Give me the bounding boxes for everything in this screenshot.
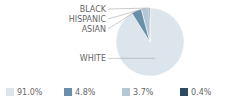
legend-swatch xyxy=(6,88,14,96)
legend-label: 4.8% xyxy=(75,88,96,97)
annotation: HISPANIC xyxy=(69,15,107,24)
annotation: BLACK xyxy=(80,5,107,14)
chart: WHITE ASIANHISPANICBLACK 91.0% 4.8% 3.7% 0.4% xyxy=(0,0,240,100)
legend-label: 0.4% xyxy=(191,88,212,97)
legend-swatch xyxy=(64,88,72,96)
pie-slice xyxy=(141,8,150,42)
leader-line xyxy=(108,58,155,59)
annotations: WHITE ASIANHISPANICBLACK xyxy=(69,5,155,63)
legend-swatch xyxy=(180,88,188,96)
leader-line xyxy=(108,8,150,10)
pie-slice xyxy=(116,8,184,76)
annotation: ASIAN xyxy=(82,25,106,34)
legend: 91.0% 4.8% 3.7% 0.4% xyxy=(6,88,212,97)
annotation: WHITE xyxy=(80,54,106,63)
pie-slice xyxy=(149,8,151,42)
legend-label: 3.7% xyxy=(133,88,154,97)
legend-label: 91.0% xyxy=(17,88,43,97)
leader-line xyxy=(108,8,145,19)
pie xyxy=(116,8,184,76)
legend-swatch xyxy=(122,88,130,96)
leader-line xyxy=(108,11,136,29)
